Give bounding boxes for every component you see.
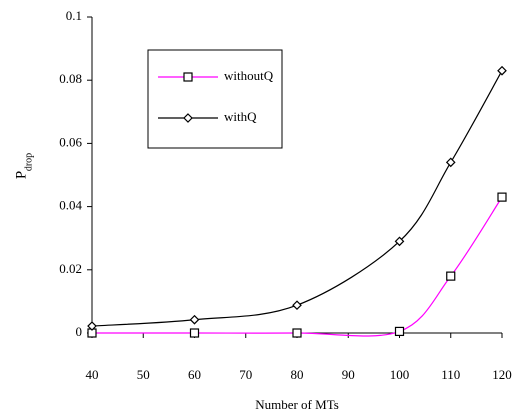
- y-tick-label: 0.06: [59, 134, 82, 149]
- series-line: [91, 70, 503, 327]
- marker: [189, 314, 200, 325]
- legend: withoutQ withQ: [147, 49, 283, 149]
- marker: [394, 326, 405, 337]
- x-tick-label: 90: [342, 367, 355, 382]
- marker: [87, 321, 97, 331]
- legend-label: withoutQ: [224, 68, 274, 83]
- x-axis-label: Number of MTs: [255, 397, 339, 412]
- y-tick-label: 0.08: [59, 71, 82, 86]
- x-tick-label: 70: [239, 367, 252, 382]
- y-tick-label: 0: [76, 324, 83, 339]
- x-tick-label: 100: [390, 367, 410, 382]
- x-tick-label: 80: [291, 367, 304, 382]
- y-tick-label: 0.1: [66, 8, 82, 23]
- x-tick-label: 120: [492, 367, 512, 382]
- legend-box: [147, 49, 283, 149]
- series-line: [91, 196, 503, 337]
- marker: [394, 236, 405, 247]
- y-axis-label: P drop: [13, 153, 34, 179]
- marker: [292, 300, 302, 311]
- marker: [497, 65, 507, 76]
- marker: [446, 271, 456, 281]
- y-label-main: P: [13, 171, 29, 179]
- marker: [445, 157, 456, 168]
- legend-marker: [183, 72, 193, 82]
- x-tick-label: 60: [188, 367, 201, 382]
- y-label-sub: drop: [23, 153, 34, 171]
- marker: [292, 328, 302, 338]
- legend-label: withQ: [224, 109, 257, 124]
- x-tick-label: 110: [441, 367, 460, 382]
- x-tick-label: 50: [137, 367, 150, 382]
- legend-marker: [183, 113, 193, 123]
- marker: [189, 328, 200, 338]
- y-tick-label: 0.04: [59, 198, 82, 213]
- y-tick-label: 0.02: [59, 261, 82, 276]
- marker: [497, 192, 507, 202]
- x-tick-label: 40: [86, 367, 99, 382]
